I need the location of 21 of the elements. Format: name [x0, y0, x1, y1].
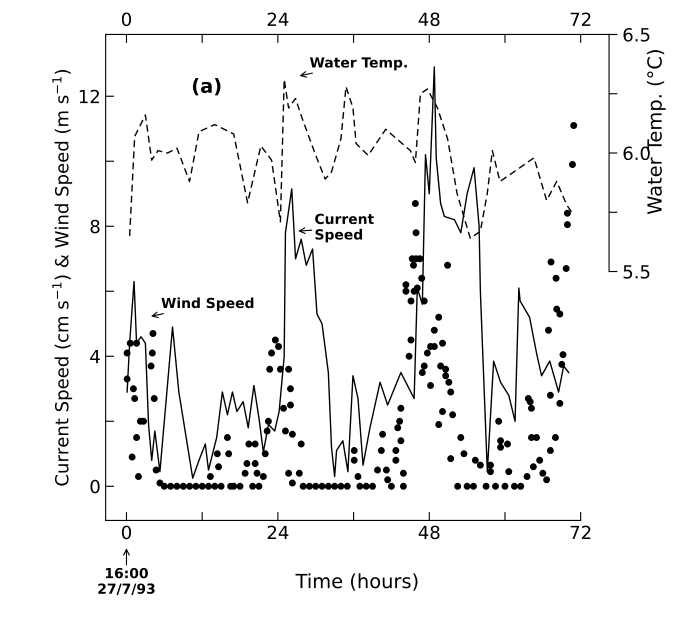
x-tick-label: 24 [268, 526, 288, 539]
y-axis-title: Current Speed (cm s$^{−1}$) & Wind Speed (m s$^{−1}$) [52, 70, 72, 486]
y-tick-label: 4 [90, 350, 100, 364]
y-tick-label: 12 [80, 90, 99, 104]
y-tick-label: 8 [90, 220, 100, 234]
x-tick-label: 72 [570, 526, 590, 539]
x2-tick-label: 0 [122, 12, 132, 26]
x-axis-title: Time (hours) [296, 573, 418, 591]
x2-tick-label: 24 [268, 12, 288, 26]
y-tick-label: 0 [90, 480, 100, 494]
annotation: Water Temp. [310, 57, 407, 70]
annotation: Current Speed [315, 214, 374, 242]
annotation: Wind Speed [161, 297, 254, 311]
x-tick-label: 48 [418, 526, 440, 540]
x2-tick-label: 48 [418, 12, 440, 26]
y2-tick-label: 5.5 [624, 265, 650, 279]
annotation: (a) [192, 78, 220, 96]
x-tick-label: 0 [122, 526, 132, 540]
text: 16:00 27/7/93 [98, 568, 155, 596]
y2-tick-label: 6.5 [624, 28, 650, 42]
x2-tick-label: 72 [570, 12, 590, 26]
